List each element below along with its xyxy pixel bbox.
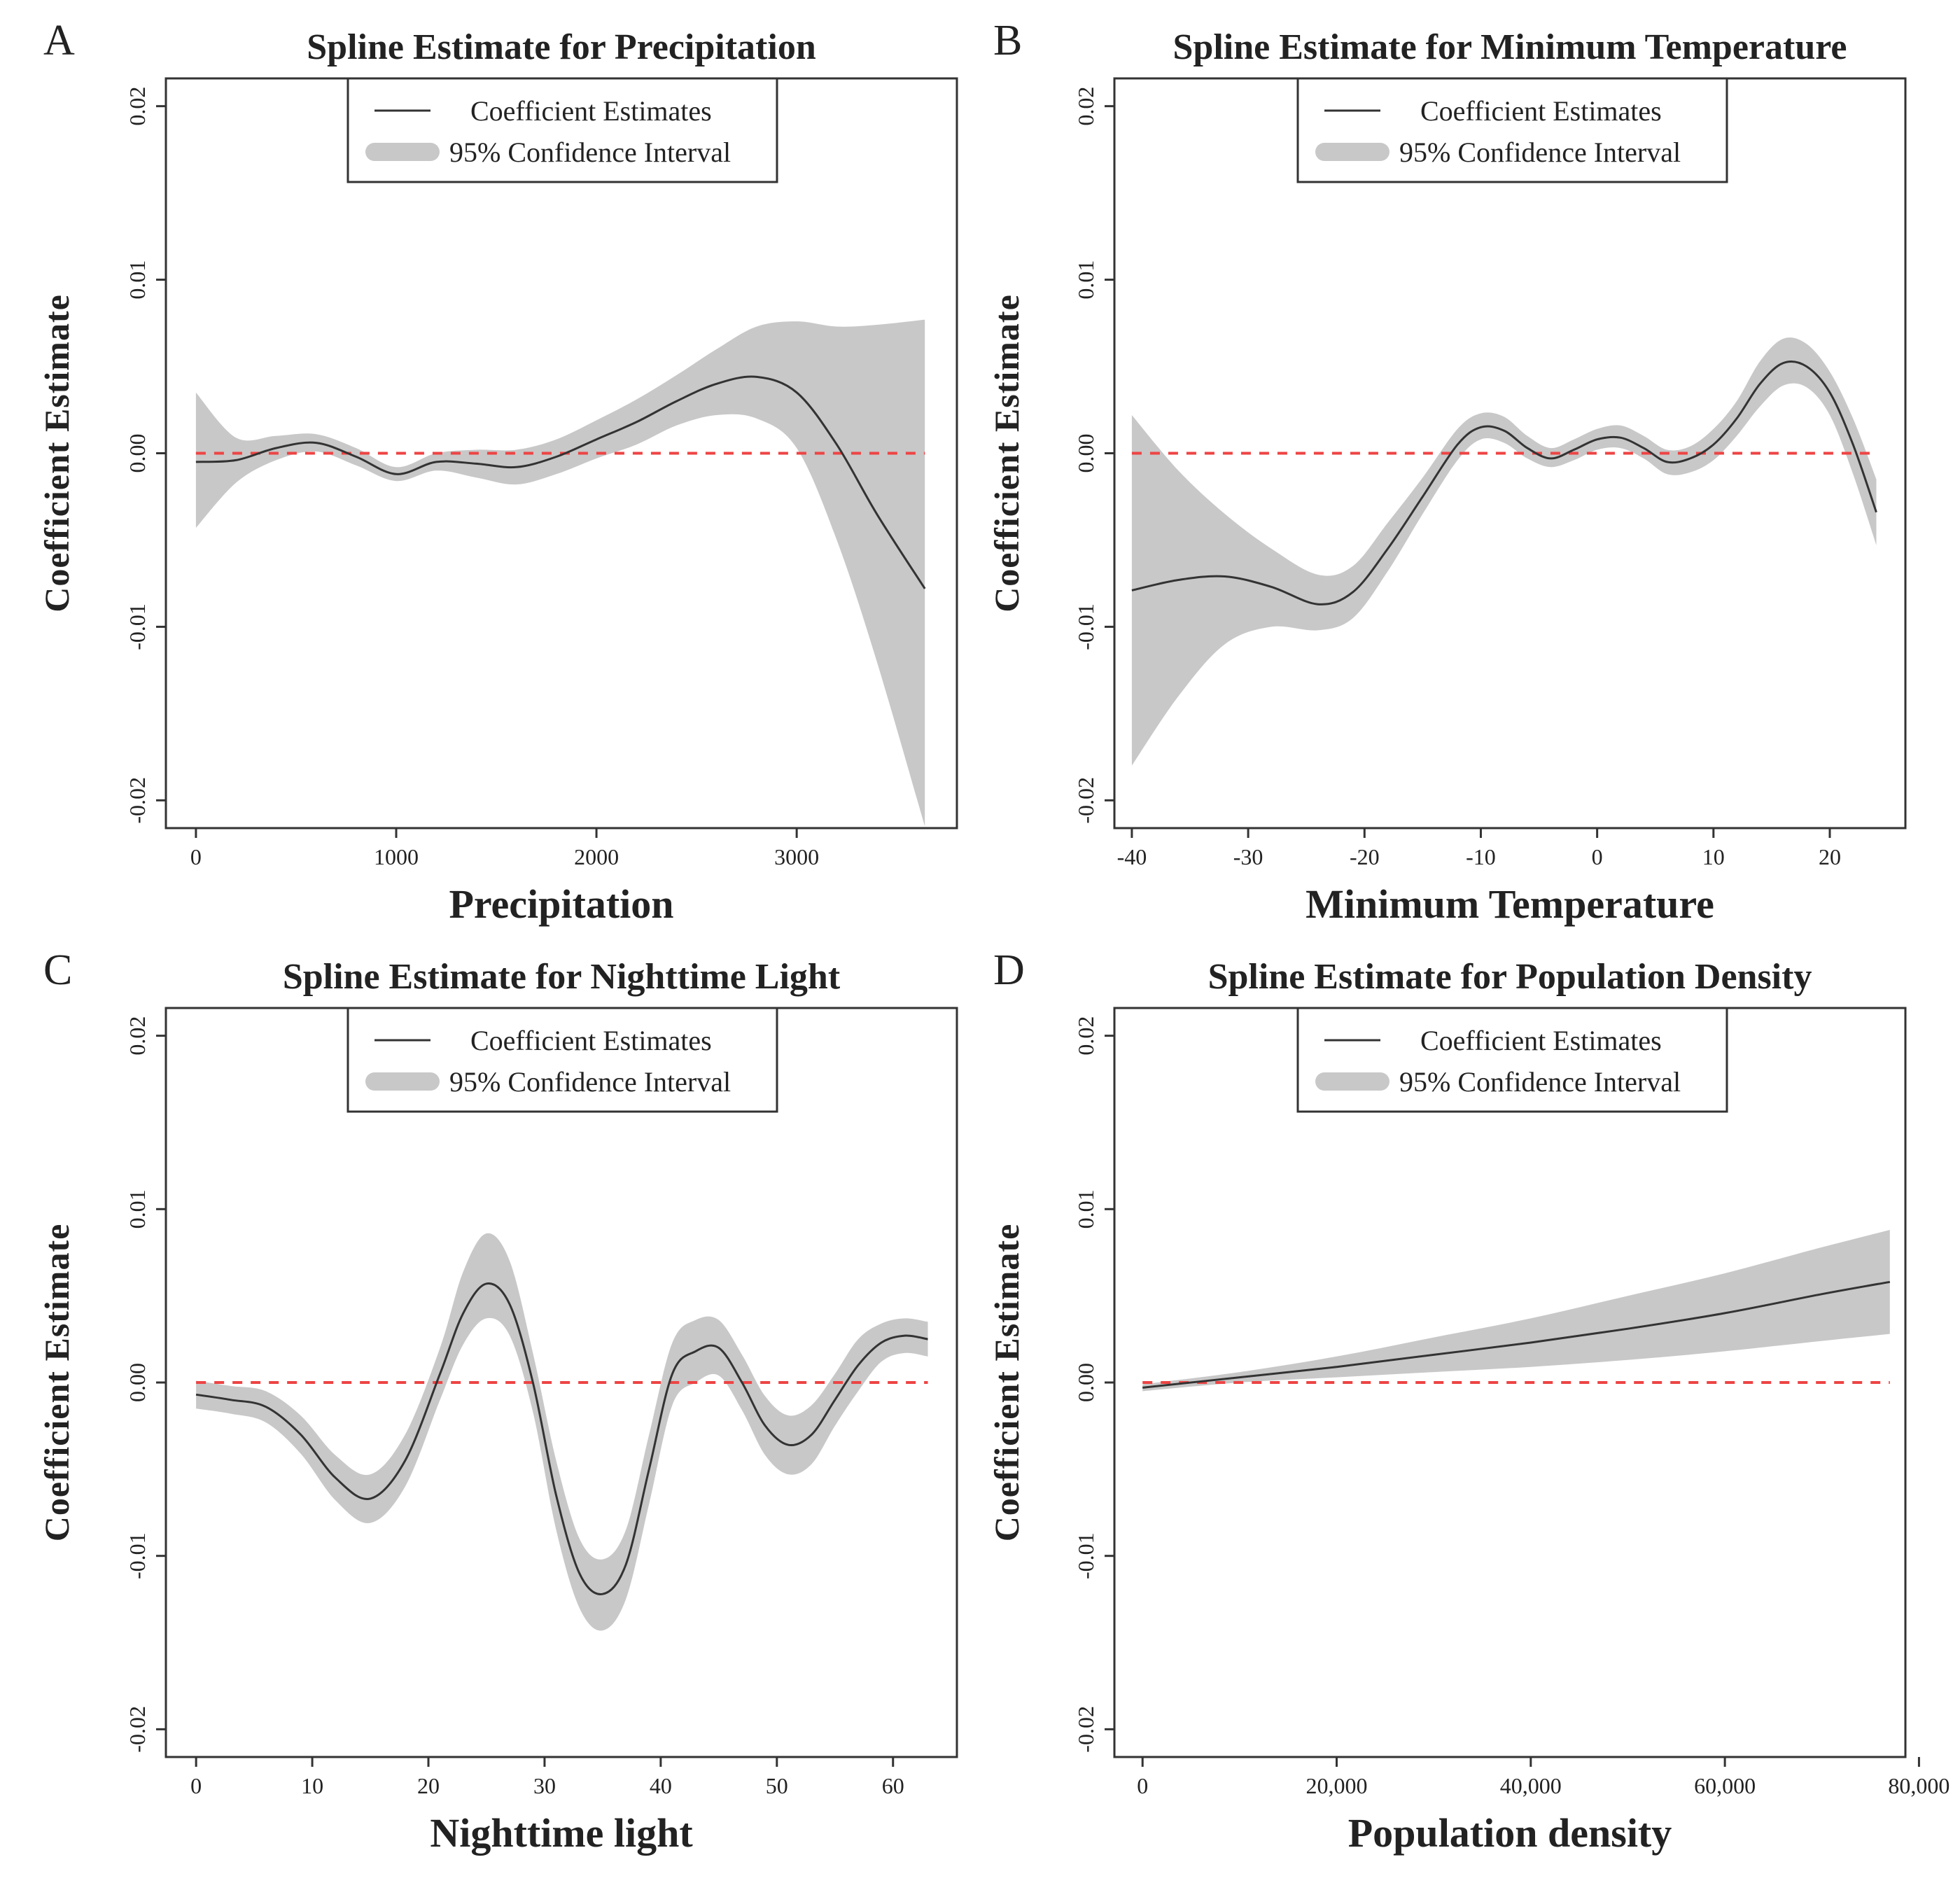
legend-box <box>346 1007 778 1113</box>
y-axis-label: Coefficient Estimate <box>987 1224 1026 1542</box>
x-tick-label: 40 <box>650 1773 672 1798</box>
y-tick-label: -0.01 <box>125 1532 150 1579</box>
legend-band-label: 95% Confidence Interval <box>449 1066 731 1098</box>
legend-line-label: Coefficient Estimates <box>470 1025 712 1056</box>
y-tick-label: 0.02 <box>1073 1016 1098 1056</box>
x-axis-label: Precipitation <box>449 881 673 927</box>
x-tick-label: 1000 <box>374 844 419 869</box>
x-tick-label: 60 <box>882 1773 904 1798</box>
x-tick-label: -20 <box>1350 844 1380 869</box>
chart-title: Spline Estimate for Nighttime Light <box>283 957 841 997</box>
x-tick-label: -40 <box>1117 844 1147 869</box>
panel-a: A Spline Estimate for Precipitation 0 1000 2… <box>37 17 958 927</box>
coefficient-line <box>1142 1280 1891 1389</box>
x-tick-label: 30 <box>533 1773 556 1798</box>
x-axis-label: Population density <box>1348 1810 1672 1856</box>
x-axis-label: Minimum Temperature <box>1306 881 1714 927</box>
confidence-band <box>1131 337 1877 766</box>
y-tick-label: 0.01 <box>125 260 150 300</box>
plot-frame <box>1113 77 1907 830</box>
x-tick-label: 80,000 <box>1888 1773 1949 1798</box>
y-tick-label: 0.00 <box>125 1363 150 1402</box>
confidence-band <box>1142 1230 1890 1392</box>
x-tick-label: 3000 <box>774 844 819 869</box>
legend-band-label: 95% Confidence Interval <box>449 136 731 168</box>
x-tick-label: 50 <box>766 1773 788 1798</box>
legend: Coefficient Estimates 95% Confidence Inte… <box>346 77 778 183</box>
y-tick-label: 0.02 <box>125 1016 150 1056</box>
legend-band-label: 95% Confidence Interval <box>1399 136 1681 168</box>
x-tick-label: -30 <box>1233 844 1264 869</box>
x-tick-label: 0 <box>190 1773 202 1798</box>
y-tick-label: -0.02 <box>1073 1706 1098 1753</box>
x-tick-label: 0 <box>190 844 202 869</box>
legend-box <box>346 77 778 183</box>
y-axis-label: Coefficient Estimate <box>987 294 1026 612</box>
panel-c: C Spline Estimate for Nighttime Light 0 10 2… <box>37 946 958 1856</box>
chart-title: Spline Estimate for Precipitation <box>307 27 816 67</box>
panel-b: B Spline Estimate for Minimum Temperature… <box>987 17 1907 927</box>
y-tick-label: 0.00 <box>1073 1363 1098 1402</box>
x-tick-label: -10 <box>1466 844 1496 869</box>
confidence-band <box>195 319 925 827</box>
legend: Coefficient Estimates 95% Confidence Inte… <box>346 1007 778 1113</box>
legend-box <box>1296 77 1728 183</box>
legend: Coefficient Estimates 95% Confidence Inte… <box>1296 1007 1728 1113</box>
y-axis-label: Coefficient Estimate <box>37 294 76 612</box>
legend-line-label: Coefficient Estimates <box>1420 1025 1662 1056</box>
x-tick-label: 20,000 <box>1306 1773 1368 1798</box>
x-tick-label: 10 <box>301 1773 323 1798</box>
panel-letter: D <box>993 946 1025 994</box>
y-tick-label: 0.02 <box>125 87 150 126</box>
legend-line-label: Coefficient Estimates <box>470 95 712 127</box>
x-axis-label: Nighttime light <box>430 1810 693 1856</box>
x-tick-label: 60,000 <box>1694 1773 1756 1798</box>
chart-title: Spline Estimate for Minimum Temperature <box>1173 27 1847 67</box>
coefficient-line <box>1131 360 1877 606</box>
panel-d: D Spline Estimate for Population Density 0… <box>987 946 1949 1856</box>
y-tick-label: 0.00 <box>125 434 150 473</box>
x-tick-label: 0 <box>1137 1773 1148 1798</box>
chart-title: Spline Estimate for Population Density <box>1208 957 1812 997</box>
y-tick-label: 0.01 <box>1073 1189 1098 1228</box>
panel-letter: C <box>43 946 72 994</box>
legend: Coefficient Estimates 95% Confidence Inte… <box>1296 77 1728 183</box>
y-tick-label: 0.01 <box>1073 260 1098 300</box>
y-tick-label: -0.01 <box>125 603 150 650</box>
y-tick-label: -0.02 <box>1073 777 1098 824</box>
panel-letter: B <box>993 17 1022 64</box>
x-tick-label: 20 <box>1819 844 1841 869</box>
legend-box <box>1296 1007 1728 1113</box>
x-tick-label: 40,000 <box>1500 1773 1562 1798</box>
x-tick-label: 20 <box>417 1773 440 1798</box>
y-tick-label: 0.02 <box>1073 87 1098 126</box>
legend-line-label: Coefficient Estimates <box>1420 95 1662 127</box>
y-tick-label: 0.00 <box>1073 434 1098 473</box>
coefficient-line <box>195 375 926 589</box>
y-tick-label: -0.01 <box>1073 1532 1098 1579</box>
y-tick-label: -0.01 <box>1073 603 1098 650</box>
x-tick-label: 0 <box>1592 844 1603 869</box>
y-tick-label: -0.02 <box>125 1706 150 1753</box>
coefficient-line <box>195 1282 928 1595</box>
legend-band-label: 95% Confidence Interval <box>1399 1066 1681 1098</box>
x-tick-label: 2000 <box>574 844 619 869</box>
y-tick-label: 0.01 <box>125 1189 150 1228</box>
y-tick-label: -0.02 <box>125 777 150 824</box>
x-tick-label: 10 <box>1702 844 1725 869</box>
confidence-band <box>196 1233 928 1631</box>
panel-letter: A <box>43 17 75 64</box>
y-axis-label: Coefficient Estimate <box>37 1224 76 1542</box>
